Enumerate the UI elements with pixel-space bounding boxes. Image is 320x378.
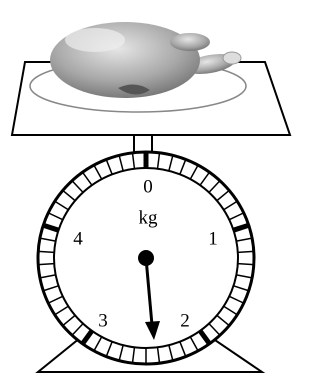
dial-label: 1 [208,228,218,249]
dial-label: 0 [143,176,153,197]
dial-tick [238,251,254,252]
dial-label: 2 [180,310,190,331]
dial-label: 3 [98,310,108,331]
dial-tick [238,264,254,265]
dial-tick [38,264,54,265]
needle-hub [138,250,154,266]
dial-tick [38,251,54,252]
unit-label: kg [139,207,159,228]
scale-diagram: 0 1 2 3 4 kg [0,0,295,378]
dial-label: 4 [73,228,83,249]
